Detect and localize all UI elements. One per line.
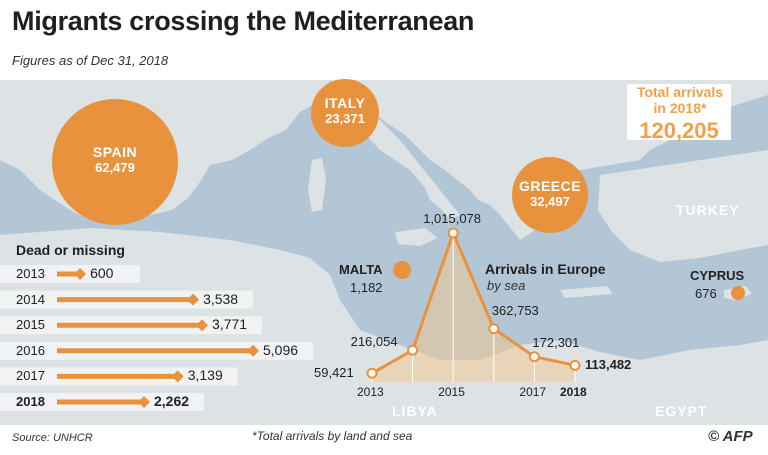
header-band (0, 0, 768, 80)
dead-bar-marker (196, 319, 209, 332)
dead-value-label: 600 (90, 265, 114, 281)
arrivals-point (488, 323, 500, 335)
arrivals-point (407, 344, 419, 356)
land-sardinia (308, 158, 326, 212)
bubble-italy-label: ITALY 23,371 (305, 95, 385, 126)
cyprus-value: 676 (695, 286, 717, 301)
dead-bar-marker (247, 344, 259, 357)
italy-name: ITALY (324, 95, 366, 111)
arrivals-value-label: 1,015,078 (423, 211, 482, 226)
source-note: Source: UNHCR (12, 432, 93, 444)
dead-value-label: 2,262 (154, 393, 190, 409)
arrivals-point (447, 227, 459, 239)
arrivals-area (372, 233, 575, 382)
land-turkey (598, 150, 768, 262)
dead-bar-marker (138, 396, 150, 408)
arrivals-year-label: 2015 (438, 385, 465, 399)
bubble-greece-label: GREECE 32,497 (505, 178, 595, 209)
arrivals-year-label: 2018 (560, 385, 587, 399)
bubble-spain-label: SPAIN 62,479 (60, 144, 170, 175)
bubble-cyprus (731, 286, 745, 300)
dead-missing-chart (0, 265, 313, 411)
total-box (627, 84, 731, 140)
total-label: Total arrivals in 2018* (636, 84, 724, 116)
italy-value: 23,371 (325, 111, 365, 126)
country-egypt: EGYPT (655, 403, 708, 419)
land-italy (355, 108, 460, 220)
country-turkey: TURKEY (676, 202, 740, 218)
spain-name: SPAIN (92, 144, 138, 160)
arrivals-line (371, 228, 576, 375)
dead-value-label: 3,538 (203, 290, 239, 307)
arrivals-point (366, 367, 378, 379)
dead-bar-marker (171, 370, 184, 383)
arrivals-value-label: 216,054 (350, 334, 398, 350)
spain-value: 62,479 (95, 160, 135, 175)
cyprus-name: CYPRUS (690, 268, 745, 283)
dead-year-label: 2014 (16, 291, 45, 307)
dead-missing-title: Dead or missing (16, 242, 125, 258)
country-libya: LIBYA (392, 403, 438, 419)
greece-name: GREECE (518, 178, 582, 194)
arrivals-value-label: 362,753 (491, 302, 539, 318)
dead-year-label: 2013 (16, 266, 45, 281)
dead-bar-marker (187, 293, 200, 306)
dead-year-label: 2018 (16, 394, 45, 409)
dead-value-label: 3,771 (212, 316, 248, 333)
arrivals-value-label: 59,421 (314, 365, 354, 381)
land-sicily (395, 228, 438, 246)
footnote: *Total arrivals by land and sea (252, 429, 413, 443)
page-subtitle: Figures as of Dec 31, 2018 (12, 53, 169, 68)
arrivals-title: Arrivals in Europe (485, 261, 606, 277)
dead-bar-marker (74, 268, 87, 280)
dead-value-label: 5,096 (263, 341, 299, 358)
malta-name: MALTA (339, 262, 383, 277)
arrivals-chart (366, 227, 581, 382)
footer-band (0, 425, 768, 455)
greece-value: 32,497 (530, 194, 570, 209)
arrivals-subtitle: by sea (487, 278, 526, 293)
land-crete (560, 286, 612, 298)
total-value: 120,205 (639, 118, 719, 143)
bubble-greece (512, 157, 588, 233)
bubble-spain (52, 99, 178, 225)
bubble-italy (311, 79, 379, 147)
arrivals-value-label: 113,482 (585, 357, 632, 373)
arrivals-point (569, 359, 581, 371)
malta-value: 1,182 (350, 280, 383, 295)
page-title: Migrants crossing the Mediterranean (12, 6, 475, 36)
afp-credit: © AFP (708, 428, 753, 445)
dead-value-label: 3,139 (187, 367, 223, 384)
bubble-malta (393, 261, 411, 279)
dead-year-label: 2015 (16, 317, 45, 333)
arrivals-year-label: 2013 (357, 385, 384, 399)
arrivals-value-label: 172,301 (532, 334, 580, 350)
dead-year-label: 2016 (16, 342, 45, 358)
arrivals-point (528, 351, 540, 363)
dead-year-label: 2017 (16, 368, 45, 384)
arrivals-year-label: 2017 (519, 385, 547, 399)
